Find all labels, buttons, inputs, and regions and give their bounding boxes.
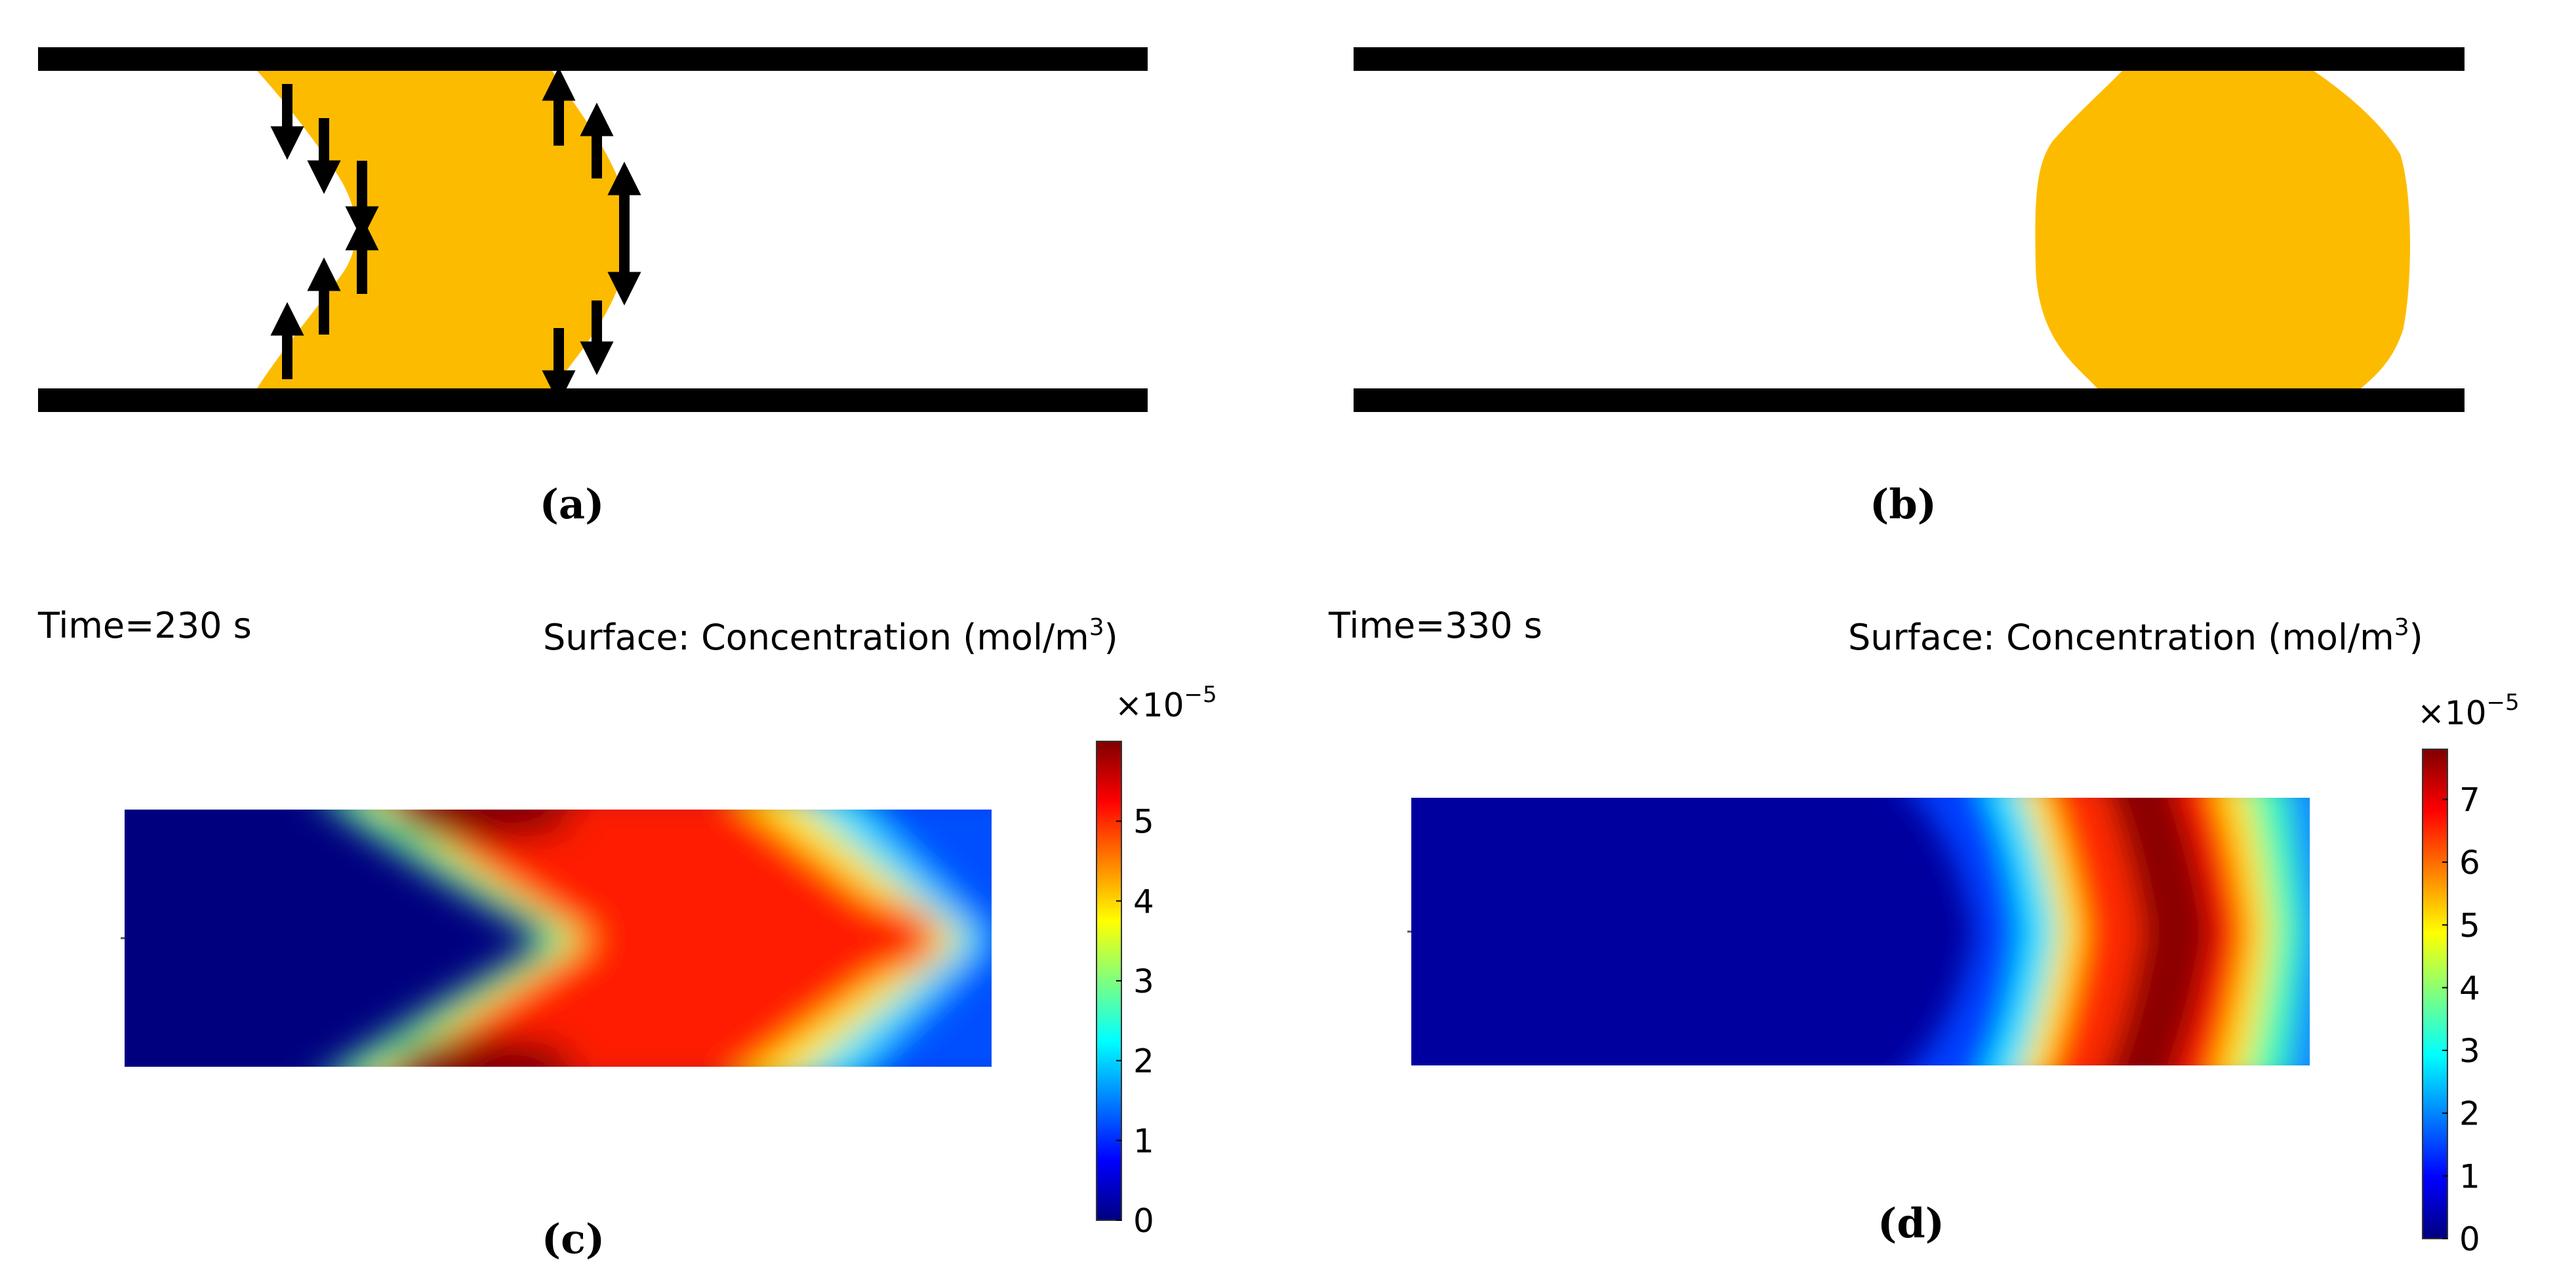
- colorbar-tick-label: 5: [1133, 803, 1154, 841]
- surface-title-c: Surface: Concentration (mol/m3): [543, 614, 1118, 658]
- panel-d-label: (d): [1878, 1199, 1944, 1247]
- colorbar-tick-label: 4: [1133, 882, 1154, 920]
- heatmap-c: [125, 810, 992, 1067]
- colorbar-d-exponent: ×10−5: [2417, 690, 2520, 732]
- panel-d: Time=330 s Surface: Concentration (mol/m…: [1328, 605, 2520, 1258]
- colorbar-tick-label: 3: [1133, 962, 1154, 1000]
- droplet-b: [2035, 71, 2411, 388]
- panel-b-label: (b): [1870, 480, 1937, 528]
- colorbar-d-exponent-power: −5: [2487, 690, 2520, 716]
- surface-title-c-text: Surface: Concentration (mol/m: [543, 617, 1089, 658]
- colorbar-tick-label: 2: [1133, 1042, 1154, 1081]
- colorbar-tick-label: 3: [2459, 1032, 2480, 1070]
- surface-title-d: Surface: Concentration (mol/m3): [1848, 614, 2423, 658]
- panel-c: Time=230 s Surface: Concentration (mol/m…: [37, 605, 1217, 1263]
- time-label-d: Time=330 s: [1328, 605, 1542, 646]
- panel-a: (a): [38, 47, 1148, 528]
- colorbar-tick-label: 0: [1133, 1202, 1154, 1240]
- heatmap-d: [1411, 798, 2310, 1065]
- panel-a-label: (a): [540, 480, 605, 528]
- surface-title-c-sup: 3: [1089, 614, 1104, 641]
- colorbar-c-exponent: ×10−5: [1115, 682, 1217, 724]
- colorbar-tick-label: 5: [2459, 907, 2480, 945]
- colorbar-tick-label: 2: [2459, 1095, 2480, 1133]
- wall-bottom-a: [38, 388, 1148, 412]
- panel-c-label: (c): [542, 1215, 605, 1263]
- colorbar-c-exponent-base: ×10: [1115, 686, 1184, 724]
- panel-b: (b): [1354, 47, 2465, 528]
- time-label-c: Time=230 s: [37, 605, 252, 646]
- colorbar-tick-label: 1: [2459, 1157, 2480, 1195]
- surface-title-d-text: Surface: Concentration (mol/m: [1848, 617, 2394, 658]
- colorbar-c-exponent-power: −5: [1184, 682, 1217, 708]
- arrows-right: [542, 67, 641, 404]
- colorbar-d-exponent-base: ×10: [2417, 694, 2487, 732]
- wall-top-a: [38, 47, 1148, 71]
- colorbar-tick-label: 7: [2459, 781, 2480, 819]
- wall-bottom-b: [1354, 388, 2465, 412]
- colorbar-d-ticks: 0 1 2 3 4 5 6 7: [2442, 781, 2480, 1258]
- colorbar-tick-label: 1: [1133, 1122, 1154, 1160]
- droplet-a: [257, 71, 630, 388]
- colorbar-tick-label: 6: [2459, 844, 2480, 882]
- surface-title-d-close: ): [2409, 617, 2423, 658]
- colorbar-tick-label: 4: [2459, 969, 2480, 1007]
- colorbar-c-ticks: 0 1 2 3 4 5: [1116, 803, 1154, 1240]
- wall-top-b: [1354, 47, 2465, 71]
- surface-title-c-close: ): [1104, 617, 1118, 658]
- surface-title-d-sup: 3: [2394, 614, 2409, 641]
- colorbar-tick-label: 0: [2459, 1220, 2480, 1258]
- arrows-left: [270, 84, 379, 379]
- colorbar-d: [2422, 749, 2448, 1239]
